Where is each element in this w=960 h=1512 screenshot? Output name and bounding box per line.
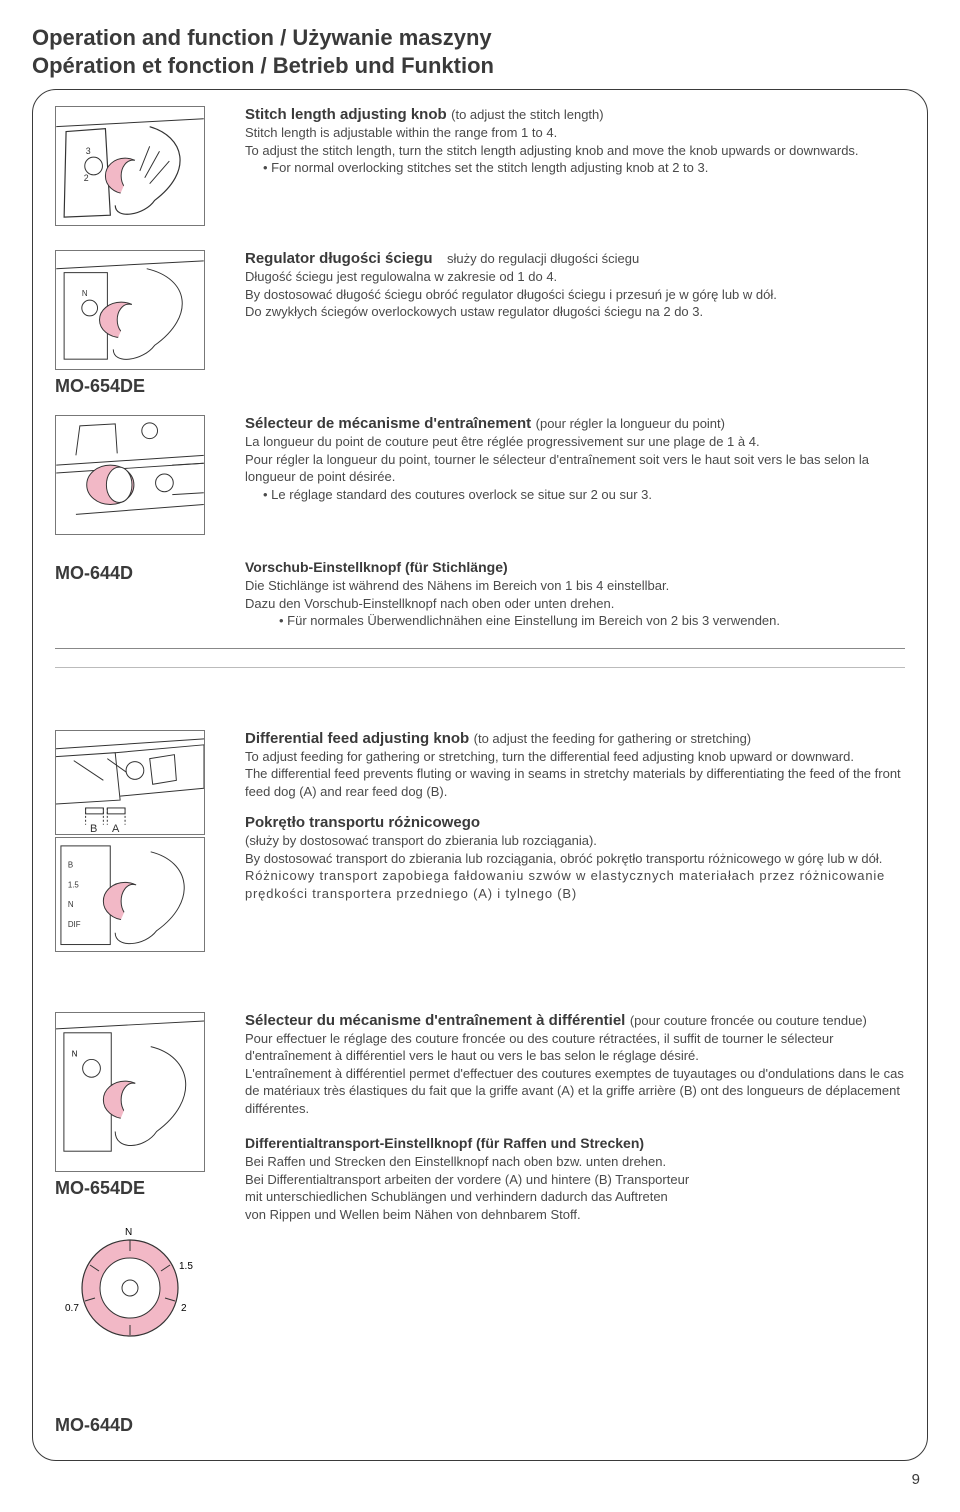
svg-text:1.5: 1.5 (179, 1261, 193, 1272)
page-title: Operation and function / Używanie maszyn… (32, 24, 928, 79)
illus-stitch-knob-644d (55, 415, 205, 535)
pl-stitch-l1: Długość ściegu jest regulowalna w zakres… (245, 268, 905, 286)
model-644d-1: MO-644D (55, 563, 225, 584)
svg-text:B: B (68, 860, 73, 869)
en-diff-sub: (to adjust the feeding for gathering or … (474, 731, 752, 746)
title-line1: Operation and function / Używanie maszyn… (32, 25, 492, 50)
page-number: 9 (32, 1471, 928, 1488)
model-654de-1: MO-654DE (55, 376, 225, 397)
title-line2: Opération et fonction / Betrieb und Funk… (32, 53, 494, 78)
de-diff-title: Differentialtransport-Einstellknopf (für… (245, 1135, 644, 1151)
en-diff-title: Differential feed adjusting knob (245, 730, 469, 747)
en-stitch-sub: (to adjust the stitch length) (451, 107, 603, 122)
svg-text:2: 2 (84, 173, 89, 183)
model-644d-2: MO-644D (55, 1415, 905, 1436)
illus-diff-feed-654de: N (55, 1012, 205, 1172)
pl-diff-l2: Różnicowy transport zapobiega fałdowaniu… (245, 867, 905, 902)
fr-stitch-title: Sélecteur de mécanisme d'entraînement (245, 415, 531, 432)
en-diff-l2: The differential feed prevents fluting o… (245, 765, 905, 800)
svg-text:3: 3 (86, 146, 91, 156)
fr-stitch-l1: La longueur du point de couture peut êtr… (245, 433, 905, 451)
divider-dark (55, 648, 905, 649)
dial-N: N (125, 1227, 132, 1238)
illus-stitch-knob-alt: N (55, 250, 205, 370)
en-stitch-l2: To adjust the stitch length, turn the st… (245, 142, 905, 160)
en-stitch-title: Stitch length adjusting knob (245, 106, 447, 123)
content-frame: 3 2 Stitch length adjusting knob (to adj… (32, 89, 928, 1461)
en-stitch-l1: Stitch length is adjustable within the r… (245, 124, 905, 142)
pl-diff-sub: (służy by dostosować transport do zbiera… (245, 832, 905, 850)
de-stitch-l3: Für normales Überwendlichnähen eine Eins… (245, 612, 905, 630)
de-diff-l3: mit unterschiedlichen Schublängen und ve… (245, 1188, 905, 1206)
svg-text:N: N (72, 1049, 78, 1058)
svg-text:DIF: DIF (68, 919, 81, 928)
svg-text:2: 2 (181, 1303, 187, 1314)
de-stitch-l1: Die Stichlänge ist während des Nähens im… (245, 577, 905, 595)
svg-text:0.7: 0.7 (65, 1303, 79, 1314)
de-diff-l1: Bei Raffen und Strecken den Einstellknop… (245, 1153, 905, 1171)
pl-stitch-title: Regulator długości ściegu (245, 250, 433, 267)
de-stitch-title: Vorschub-Einstellknopf (für Stichlänge) (245, 559, 508, 575)
label-A: A (112, 823, 119, 835)
pl-diff-l1: By dostosować transport do zbierania lub… (245, 850, 905, 868)
pl-stitch-l2: By dostosować długość ściegu obróć regul… (245, 286, 905, 304)
fr-stitch-sub: (pour régler la longueur du point) (536, 416, 725, 431)
divider-light (55, 667, 905, 668)
en-diff-l1: To adjust feeding for gathering or stret… (245, 748, 905, 766)
fr-stitch-l2: Pour régler la longueur du point, tourne… (245, 451, 905, 486)
illus-stitch-knob-654de: 3 2 (55, 106, 205, 226)
fr-diff-l2: L'entraînement à différentiel permet d'e… (245, 1065, 905, 1118)
de-stitch-l2: Dazu den Vorschub-Einstellknopf nach obe… (245, 595, 905, 613)
pl-stitch-sub: służy do regulacji długości ściegu (447, 251, 639, 266)
fr-diff-l1: Pour effectuer le réglage des couture fr… (245, 1030, 905, 1065)
illus-diff-feed-top: B A B 1.5 N DIF (55, 730, 205, 950)
en-stitch-l3: For normal overlocking stitches set the … (245, 159, 905, 177)
svg-text:1.5: 1.5 (68, 880, 80, 889)
fr-stitch-l3: Le réglage standard des coutures overloc… (245, 486, 905, 504)
label-B: B (90, 823, 97, 835)
de-diff-l2: Bei Differentialtransport arbeiten der v… (245, 1171, 905, 1189)
de-diff-l4: von Rippen und Wellen beim Nähen von deh… (245, 1206, 905, 1224)
svg-text:N: N (82, 289, 88, 298)
fr-diff-sub: (pour couture froncée ou couture tendue) (630, 1013, 867, 1028)
model-654de-2: MO-654DE (55, 1178, 225, 1199)
fr-diff-title: Sélecteur du mécanisme d'entraînement à … (245, 1012, 625, 1029)
svg-text:N: N (68, 900, 74, 909)
pl-stitch-l3: Do zwykłych ściegów overlockowych ustaw … (245, 303, 905, 321)
pl-diff-title: Pokrętło transportu różnicowego (245, 814, 480, 831)
illus-diff-dial: N 1.5 2 0.7 (55, 1213, 205, 1363)
